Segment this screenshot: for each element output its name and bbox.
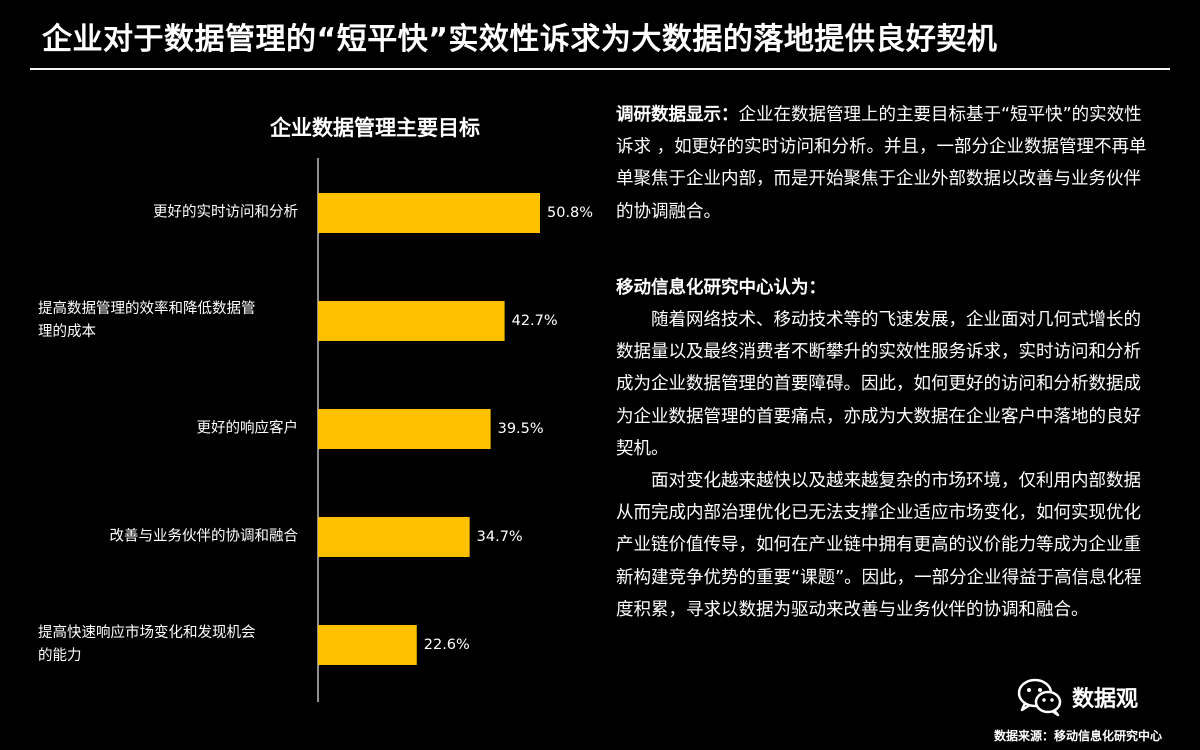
watermark-text: 数据观 (1072, 687, 1139, 712)
value-label: 22.6% (423, 637, 470, 653)
category-label-line: 改善与业务伙伴的协调和融合 (109, 528, 299, 545)
category-label: 改善与业务伙伴的协调和融合 (18, 526, 299, 549)
category-label-line: 理的成本 (38, 324, 96, 340)
value-label: 34.7% (476, 529, 523, 545)
data-source: 数据来源：移动信息化研究中心 (993, 729, 1162, 743)
category-label-line: 更好的响应客户 (196, 420, 299, 437)
findings-paragraph: 调研数据显示：企业在数据管理上的主要目标基于“短平快”的实效性诉求 ，如更好的实… (616, 99, 1156, 228)
bar (318, 301, 505, 341)
center-view-paragraph-1: 随着网络技术、移动技术等的飞速发展，企业面对几何式增长的数据量以及最终消费者不断… (616, 310, 1141, 459)
category-label: 提高快速响应市场变化和发现机会 的能力 (38, 622, 298, 668)
center-view-heading: 移动信息化研究中心认为： (616, 277, 826, 298)
value-label: 42.7% (511, 313, 558, 329)
watermark: 数据观 (1016, 676, 1138, 718)
bar-chart (317, 158, 540, 702)
category-label-line: 的能力 (38, 648, 82, 664)
category-label: 更好的实时访问和分析 (18, 202, 298, 225)
wechat-icon (1017, 678, 1062, 717)
paragraph-gap (616, 228, 1156, 272)
page-title: 企业对于数据管理的“短平快”实效性诉求为大数据的落地提供良好契机 (42, 22, 998, 57)
title-divider (30, 68, 1170, 70)
category-label-line: 提高数据管理的效率和降低数据管 (38, 301, 256, 317)
findings-body: 企业在数据管理上的主要目标基于“短平快”的实效性诉求 ，如更好的实时访问和分析。… (616, 105, 1147, 222)
value-label: 50.8% (547, 205, 594, 221)
category-label: 提高数据管理的效率和降低数据管 理的成本 (38, 298, 298, 344)
value-label: 39.5% (497, 421, 544, 437)
analysis-panel: 调研数据显示：企业在数据管理上的主要目标基于“短平快”的实效性诉求 ，如更好的实… (616, 99, 1156, 626)
chart-title: 企业数据管理主要目标 (270, 116, 480, 140)
findings-lead: 调研数据显示： (616, 105, 739, 125)
bar (318, 409, 491, 449)
center-view-paragraph-2: 面对变化越来越快以及越来越复杂的市场环境，仅利用内部数据从而完成内部治理优化已无… (616, 471, 1142, 620)
category-label-line: 更好的实时访问和分析 (153, 204, 298, 221)
bar (318, 517, 470, 557)
category-label-line: 提高快速响应市场变化和发现机会 (38, 625, 256, 641)
bar (318, 193, 540, 233)
category-label: 更好的响应客户 (18, 418, 299, 441)
bar (318, 625, 417, 665)
